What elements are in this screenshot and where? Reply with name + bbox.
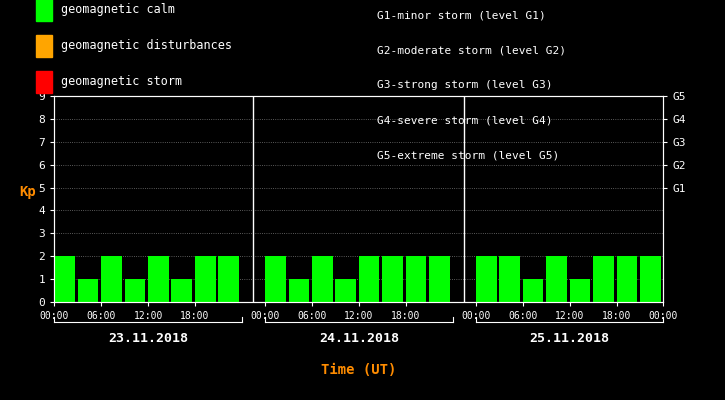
Bar <box>476 256 497 302</box>
Bar <box>500 256 520 302</box>
Bar <box>359 256 379 302</box>
Bar <box>406 256 426 302</box>
Bar <box>336 279 356 302</box>
Text: 23.11.2018: 23.11.2018 <box>108 332 188 344</box>
Bar <box>265 256 286 302</box>
Text: geomagnetic storm: geomagnetic storm <box>61 76 182 88</box>
Text: geomagnetic calm: geomagnetic calm <box>61 4 175 16</box>
Bar <box>148 256 169 302</box>
Bar <box>78 279 99 302</box>
Text: G3-strong storm (level G3): G3-strong storm (level G3) <box>377 80 552 90</box>
Bar <box>593 256 614 302</box>
Bar <box>289 279 310 302</box>
Bar <box>429 256 450 302</box>
Text: 24.11.2018: 24.11.2018 <box>319 332 399 344</box>
Text: Time (UT): Time (UT) <box>321 363 397 377</box>
Bar <box>102 256 122 302</box>
Bar <box>54 256 75 302</box>
Bar <box>172 279 192 302</box>
Bar <box>195 256 215 302</box>
Text: 25.11.2018: 25.11.2018 <box>530 332 610 344</box>
Bar <box>546 256 567 302</box>
Bar <box>312 256 333 302</box>
Text: G2-moderate storm (level G2): G2-moderate storm (level G2) <box>377 45 566 55</box>
Y-axis label: Kp: Kp <box>19 185 36 199</box>
Text: G5-extreme storm (level G5): G5-extreme storm (level G5) <box>377 151 559 161</box>
Text: G4-severe storm (level G4): G4-severe storm (level G4) <box>377 116 552 126</box>
Bar <box>616 256 637 302</box>
Text: G1-minor storm (level G1): G1-minor storm (level G1) <box>377 10 546 20</box>
Text: geomagnetic disturbances: geomagnetic disturbances <box>61 40 232 52</box>
Bar <box>640 256 660 302</box>
Bar <box>382 256 403 302</box>
Bar <box>218 256 239 302</box>
Bar <box>523 279 544 302</box>
Bar <box>570 279 590 302</box>
Bar <box>125 279 145 302</box>
